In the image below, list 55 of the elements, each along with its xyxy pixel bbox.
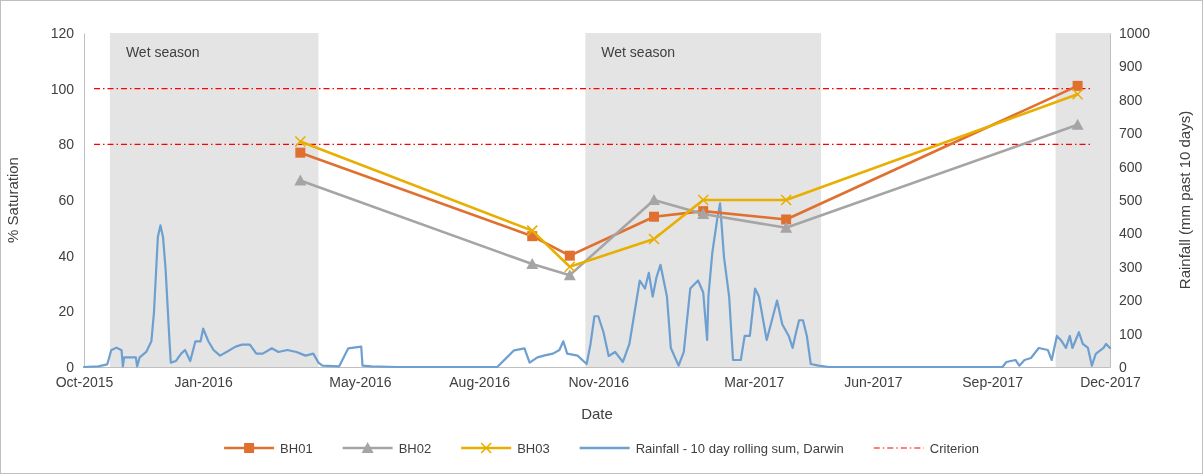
legend-label: Criterion (929, 440, 979, 456)
x-tick-label: Sep-2017 (962, 373, 1024, 390)
y-axis-title: % Saturation (4, 157, 21, 243)
y2-tick-label: 700 (1119, 125, 1143, 142)
x-tick-label: Mar-2017 (724, 373, 785, 390)
x-tick-label: Aug-2016 (449, 373, 511, 390)
point (781, 214, 792, 225)
y2-tick-label: 600 (1119, 158, 1143, 175)
point (780, 194, 792, 206)
point (648, 233, 660, 245)
point (294, 174, 307, 186)
point (1071, 118, 1084, 130)
y-tick-label: 60 (58, 191, 75, 208)
y-tick-label: 80 (58, 136, 75, 153)
band-label: Wet season (125, 44, 200, 60)
point (780, 221, 793, 233)
legend-label: BH03 (517, 440, 550, 456)
legend-label: BH02 (398, 440, 432, 456)
y2-tick-label: 1000 (1119, 24, 1151, 41)
x-tick-label: Nov-2016 (568, 373, 630, 390)
point (1071, 88, 1084, 101)
x-tick-label: Dec-2017 (1080, 373, 1142, 390)
point (649, 211, 659, 222)
point (564, 261, 576, 273)
x-tick-label: May-2016 (329, 373, 392, 390)
legend-label: BH01 (280, 440, 313, 456)
y-tick-label: 120 (50, 24, 75, 41)
point (526, 258, 539, 270)
y2-tick-label: 400 (1119, 225, 1143, 242)
point (295, 147, 306, 158)
x-axis-title: Date (581, 405, 613, 422)
x-tick-label: Jun-2017 (844, 373, 903, 390)
y-tick-label: 40 (58, 247, 75, 264)
y2-tick-label: 800 (1119, 91, 1143, 108)
point (697, 194, 710, 206)
x-tick-label: Oct-2015 (55, 373, 114, 390)
y-tick-label: 100 (50, 80, 75, 97)
point (526, 224, 539, 237)
y2-tick-label: 0 (1119, 358, 1127, 375)
y2-axis-title: Rainfall (mm past 10 days) (1176, 110, 1193, 290)
y2-tick-label: 500 (1119, 191, 1143, 208)
x-tick-label: Jan-2016 (174, 373, 234, 390)
point (564, 250, 575, 261)
y-tick-label: 20 (58, 303, 75, 320)
legend-label: Rainfall - 10 day rolling sum, Darwin (635, 440, 844, 456)
y2-tick-label: 100 (1119, 325, 1143, 342)
point (1072, 80, 1083, 91)
y2-tick-label: 900 (1119, 58, 1143, 75)
y2-tick-label: 200 (1119, 292, 1143, 309)
point (563, 269, 576, 281)
point (294, 135, 307, 148)
band-label: Wet season (601, 44, 676, 60)
y2-tick-label: 300 (1119, 258, 1143, 275)
y-tick-label: 0 (66, 358, 75, 375)
point (648, 194, 660, 205)
